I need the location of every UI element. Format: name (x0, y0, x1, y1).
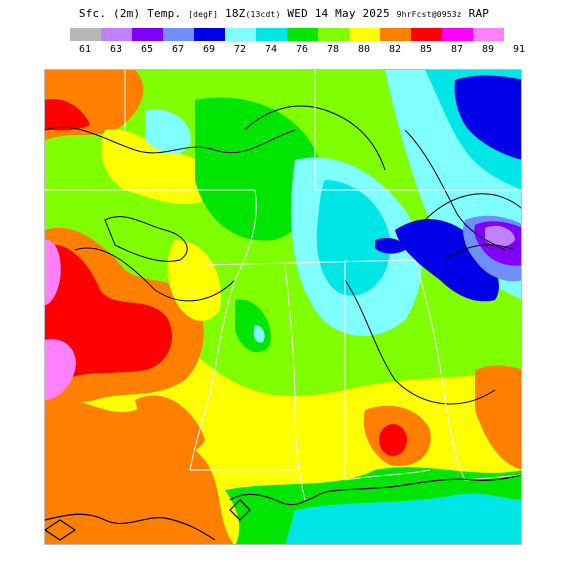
legend-tick-label: 78 (326, 44, 340, 55)
legend-swatch (256, 28, 287, 41)
legend-swatch (70, 28, 101, 41)
color-legend (70, 28, 504, 41)
title-forecast: 9hrFcst@0953z (396, 10, 462, 19)
title-model: RAP (468, 7, 490, 20)
legend-tick-label: 74 (264, 44, 278, 55)
chart-title: Sfc. (2m) Temp. [degF] 18Z(13cdt) WED 14… (0, 7, 568, 20)
legend-swatch (318, 28, 349, 41)
legend-tick-label: 69 (202, 44, 216, 55)
legend-tick-label: 63 (109, 44, 123, 55)
contour-lines (45, 105, 521, 405)
legend-tick-label: 65 (140, 44, 154, 55)
legend-swatch (442, 28, 473, 41)
legend-tick-label: 80 (357, 44, 371, 55)
temperature-map (44, 69, 522, 545)
legend-swatch (411, 28, 442, 41)
legend-swatch (132, 28, 163, 41)
legend-tick-label: 85 (419, 44, 433, 55)
legend-tick-label: 72 (233, 44, 247, 55)
legend-swatch (225, 28, 256, 41)
coastline (45, 474, 521, 541)
legend-swatch (101, 28, 132, 41)
legend-swatch (473, 28, 504, 41)
legend-tick-label: 76 (295, 44, 309, 55)
legend-swatch (349, 28, 380, 41)
legend-tick-label: 82 (388, 44, 402, 55)
legend-tick-label: 87 (450, 44, 464, 55)
legend-swatch (287, 28, 318, 41)
legend-swatch (194, 28, 225, 41)
legend-ticks: 61 63 65 67 69 72 74 76 78 80 82 85 87 89 91 (70, 44, 525, 56)
title-date: WED 14 May 2025 (287, 7, 390, 20)
legend-tick-label: 61 (78, 44, 92, 55)
temperature-fill (45, 70, 521, 544)
state-borders (45, 70, 521, 501)
legend-tick-label: 91 (512, 44, 526, 55)
title-valid: 18Z (225, 7, 246, 20)
title-product: Sfc. (2m) Temp. (78, 7, 182, 20)
title-issued: (13cdt) (245, 10, 281, 19)
legend-tick-label: 89 (481, 44, 495, 55)
legend-swatch (163, 28, 194, 41)
title-units: [degF] (188, 10, 219, 19)
legend-tick-label: 67 (171, 44, 185, 55)
legend-swatch (380, 28, 411, 41)
